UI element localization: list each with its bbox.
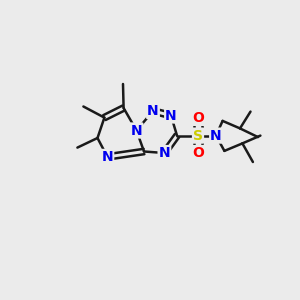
Text: N: N bbox=[210, 129, 222, 142]
Text: O: O bbox=[192, 146, 204, 160]
Text: N: N bbox=[102, 150, 113, 164]
Text: N: N bbox=[165, 109, 177, 122]
Text: O: O bbox=[192, 111, 204, 125]
Text: N: N bbox=[147, 104, 159, 118]
Text: N: N bbox=[159, 146, 170, 160]
Text: N: N bbox=[131, 124, 142, 137]
Text: S: S bbox=[193, 129, 203, 142]
